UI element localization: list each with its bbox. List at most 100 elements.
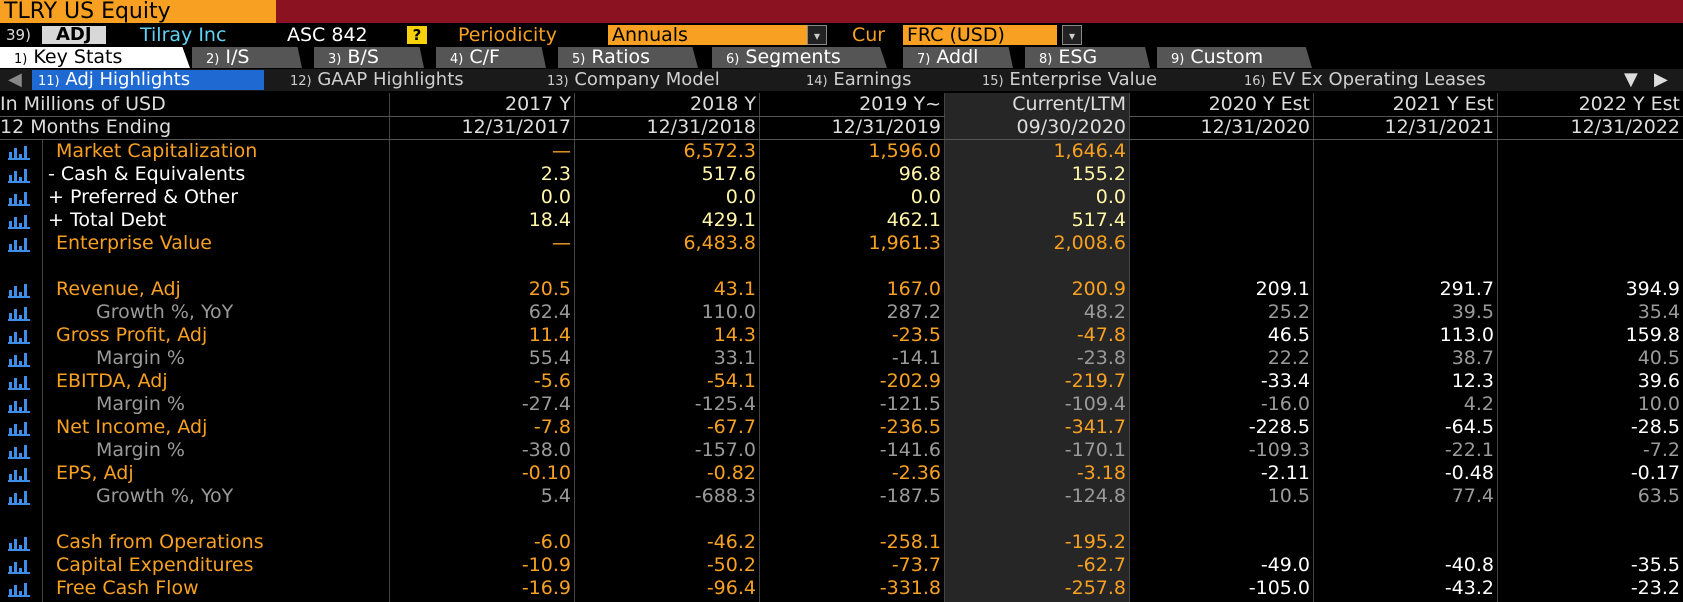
- periodicity-dropdown-arrow-icon[interactable]: ▾: [807, 25, 827, 45]
- table-cell[interactable]: -10.9: [521, 554, 571, 576]
- table-cell[interactable]: 110.0: [701, 301, 756, 323]
- table-cell[interactable]: -341.7: [1064, 416, 1126, 438]
- table-row[interactable]: Free Cash Flow -16.9 -96.4 -331.8 -257.8 -105…: [0, 577, 1683, 600]
- table-cell[interactable]: 159.8: [1625, 324, 1680, 346]
- chart-icon[interactable]: [8, 374, 30, 390]
- table-row[interactable]: Gross Profit, Adj 11.4 14.3 -23.5 -47.8 46.5 1…: [0, 324, 1683, 347]
- chart-icon[interactable]: [8, 351, 30, 367]
- table-cell[interactable]: 43.1: [713, 278, 756, 300]
- table-row[interactable]: EPS, Adj -0.10 -0.82 -2.36 -3.18 -2.11 -0.48 -0…: [0, 462, 1683, 485]
- table-cell[interactable]: -27.4: [521, 393, 571, 415]
- table-row[interactable]: - Cash & Equivalents 2.3 517.6 96.8 155.2: [0, 163, 1683, 186]
- table-cell[interactable]: 287.2: [886, 301, 941, 323]
- chart-icon[interactable]: [8, 535, 30, 551]
- chart-icon[interactable]: [8, 420, 30, 436]
- tab-income-statement[interactable]: 2) I/S: [192, 47, 302, 68]
- scroll-right-icon[interactable]: ▶: [1654, 69, 1668, 90]
- table-cell[interactable]: -22.1: [1444, 439, 1494, 461]
- chart-icon[interactable]: [8, 167, 30, 183]
- chart-icon[interactable]: [8, 466, 30, 482]
- tab-esg[interactable]: 8) ESG: [1025, 47, 1150, 68]
- table-row[interactable]: Margin % -27.4 -125.4 -121.5 -109.4 -16.0 4.2 1…: [0, 393, 1683, 416]
- chart-icon[interactable]: [8, 489, 30, 505]
- table-cell[interactable]: -23.2: [1630, 577, 1680, 599]
- table-cell[interactable]: 39.6: [1637, 370, 1680, 392]
- table-cell[interactable]: -14.1: [891, 347, 941, 369]
- chart-icon[interactable]: [8, 213, 30, 229]
- table-cell[interactable]: -50.2: [706, 554, 756, 576]
- tab-ratios[interactable]: 5) Ratios: [558, 47, 698, 68]
- periodicity-dropdown[interactable]: Annuals: [608, 25, 808, 45]
- table-cell[interactable]: -54.1: [706, 370, 756, 392]
- table-cell[interactable]: -688.3: [694, 485, 756, 507]
- table-cell[interactable]: 62.4: [528, 301, 571, 323]
- tab-balance-sheet[interactable]: 3) B/S: [314, 47, 424, 68]
- table-cell[interactable]: 35.4: [1637, 301, 1680, 323]
- table-row[interactable]: Net Income, Adj -7.8 -67.7 -236.5 -341.7 -228…: [0, 416, 1683, 439]
- table-cell[interactable]: -43.2: [1444, 577, 1494, 599]
- table-cell[interactable]: 1,596.0: [868, 140, 941, 162]
- table-cell[interactable]: 22.2: [1267, 347, 1310, 369]
- table-cell[interactable]: -124.8: [1064, 485, 1126, 507]
- table-row[interactable]: Market Capitalization — 6,572.3 1,596.0 1,64…: [0, 140, 1683, 163]
- currency-dropdown[interactable]: FRC (USD): [903, 25, 1057, 45]
- chart-icon[interactable]: [8, 443, 30, 459]
- table-cell[interactable]: 167.0: [886, 278, 941, 300]
- chart-icon[interactable]: [8, 558, 30, 574]
- table-cell[interactable]: -33.4: [1260, 370, 1310, 392]
- table-cell[interactable]: —: [552, 232, 571, 254]
- table-cell[interactable]: 1,646.4: [1053, 140, 1126, 162]
- chart-icon[interactable]: [8, 190, 30, 206]
- table-cell[interactable]: -109.3: [1248, 439, 1310, 461]
- adj-button[interactable]: ADJ: [42, 26, 106, 44]
- table-row[interactable]: + Preferred & Other 0.0 0.0 0.0 0.0: [0, 186, 1683, 209]
- tab-company-model[interactable]: 13) Company Model: [547, 69, 720, 90]
- table-cell[interactable]: 25.2: [1267, 301, 1310, 323]
- table-cell[interactable]: 14.3: [713, 324, 756, 346]
- table-cell[interactable]: -0.17: [1630, 462, 1680, 484]
- table-cell[interactable]: 18.4: [528, 209, 571, 231]
- table-cell[interactable]: 0.0: [1095, 186, 1126, 208]
- table-row[interactable]: EBITDA, Adj -5.6 -54.1 -202.9 -219.7 -33.4 12.…: [0, 370, 1683, 393]
- table-cell[interactable]: -49.0: [1260, 554, 1310, 576]
- table-cell[interactable]: -47.8: [1076, 324, 1126, 346]
- table-row[interactable]: Margin % 55.4 33.1 -14.1 -23.8 22.2 38.7 40.5: [0, 347, 1683, 370]
- chart-icon[interactable]: [8, 397, 30, 413]
- table-cell[interactable]: -195.2: [1064, 531, 1126, 553]
- table-cell[interactable]: 517.6: [701, 163, 756, 185]
- chart-icon[interactable]: [8, 282, 30, 298]
- table-cell[interactable]: -121.5: [879, 393, 941, 415]
- table-row[interactable]: Growth %, YoY 62.4 110.0 287.2 48.2 25.2 39.5 3…: [0, 301, 1683, 324]
- table-row[interactable]: Cash from Operations -6.0 -46.2 -258.1 -195.…: [0, 531, 1683, 554]
- table-cell[interactable]: -62.7: [1076, 554, 1126, 576]
- table-cell[interactable]: -5.6: [533, 370, 571, 392]
- table-cell[interactable]: -257.8: [1064, 577, 1126, 599]
- table-cell[interactable]: -28.5: [1630, 416, 1680, 438]
- table-cell[interactable]: -64.5: [1444, 416, 1494, 438]
- table-cell[interactable]: -0.10: [521, 462, 571, 484]
- table-cell[interactable]: -7.8: [533, 416, 571, 438]
- table-cell[interactable]: -16.9: [521, 577, 571, 599]
- table-cell[interactable]: 77.4: [1451, 485, 1494, 507]
- table-cell[interactable]: 6,483.8: [683, 232, 756, 254]
- table-cell[interactable]: 2.3: [540, 163, 571, 185]
- table-cell[interactable]: —: [552, 140, 571, 162]
- chart-icon[interactable]: [8, 581, 30, 597]
- table-cell[interactable]: 1,961.3: [868, 232, 941, 254]
- table-row[interactable]: Margin % -38.0 -157.0 -141.6 -170.1 -109.3 -22…: [0, 439, 1683, 462]
- table-cell[interactable]: 0.0: [725, 186, 756, 208]
- table-cell[interactable]: 429.1: [701, 209, 756, 231]
- chart-icon[interactable]: [8, 328, 30, 344]
- table-cell[interactable]: -170.1: [1064, 439, 1126, 461]
- table-cell[interactable]: 10.0: [1637, 393, 1680, 415]
- table-cell[interactable]: -157.0: [694, 439, 756, 461]
- table-cell[interactable]: 209.1: [1255, 278, 1310, 300]
- table-cell[interactable]: -258.1: [879, 531, 941, 553]
- table-cell[interactable]: 38.7: [1451, 347, 1494, 369]
- table-cell[interactable]: 5.4: [540, 485, 571, 507]
- tab-ev-ex-operating-leases[interactable]: 16) EV Ex Operating Leases: [1244, 69, 1486, 90]
- table-row[interactable]: + Total Debt 18.4 429.1 462.1 517.4: [0, 209, 1683, 232]
- table-cell[interactable]: 48.2: [1083, 301, 1126, 323]
- table-cell[interactable]: 462.1: [886, 209, 941, 231]
- table-cell[interactable]: -46.2: [706, 531, 756, 553]
